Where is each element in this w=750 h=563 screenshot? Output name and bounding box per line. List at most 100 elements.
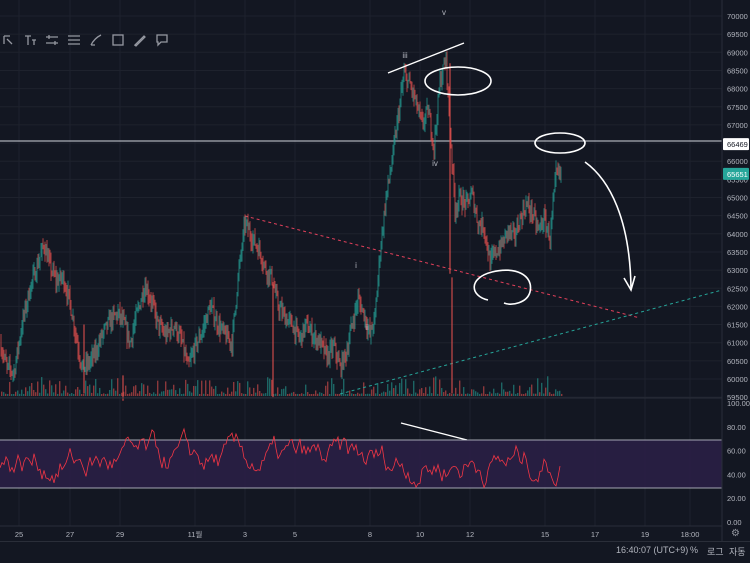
volume-bar	[133, 386, 135, 396]
volume-bar	[73, 393, 75, 396]
volume-bar	[501, 382, 503, 396]
pencil-icon[interactable]	[132, 32, 148, 48]
volume-bar	[493, 388, 495, 396]
percent-toggle[interactable]: %	[690, 545, 699, 555]
parallel-channel-icon[interactable]	[66, 32, 82, 48]
curved-arrow	[584, 161, 632, 289]
volume-bar	[283, 388, 285, 396]
volume-bar	[319, 392, 321, 396]
time-tick-label: 11월	[188, 529, 203, 539]
volume-bar	[423, 393, 425, 396]
volume-bar	[495, 393, 497, 396]
rsi-axis[interactable]: 0.00 20.00 40.00 60.00 80.00 100.00	[727, 399, 750, 527]
brush-icon[interactable]	[88, 32, 104, 48]
volume-bar	[403, 393, 405, 396]
volume-bar	[153, 392, 155, 396]
auto-scale-toggle[interactable]: 자동	[729, 547, 746, 557]
rsi-line	[0, 427, 561, 489]
volume-bar	[361, 393, 363, 396]
log-scale-toggle[interactable]: 로그	[707, 547, 724, 557]
gear-icon[interactable]: ⚙	[731, 528, 740, 539]
volume-bar	[57, 393, 59, 396]
volume-bar	[457, 393, 459, 396]
volume-bar	[391, 382, 393, 396]
wave-label: v	[442, 8, 446, 17]
volume-bar	[125, 385, 127, 396]
volume-bar	[545, 387, 547, 396]
cursor-icon[interactable]	[0, 32, 16, 48]
volume-bar	[425, 387, 427, 396]
price-tick-label: 67000	[727, 121, 748, 130]
volume-bar	[547, 376, 549, 396]
volume-bar	[71, 392, 73, 396]
volume-bar	[1, 391, 3, 396]
volume-bar	[427, 393, 429, 396]
volume-bar	[255, 392, 257, 396]
volume-bar	[151, 393, 153, 396]
price-tick-label: 64500	[727, 212, 748, 221]
volume-bar	[175, 390, 177, 396]
volume-bar	[213, 388, 215, 396]
volume-bar	[205, 380, 207, 396]
volume-bar	[247, 381, 249, 396]
price-tick-label: 68500	[727, 66, 748, 75]
price-label-box	[723, 138, 749, 151]
wave-label: iii	[402, 51, 408, 60]
text-icon[interactable]	[22, 32, 38, 48]
volume-bar	[477, 392, 479, 396]
volume-bar	[415, 392, 417, 396]
rectangle-icon[interactable]	[110, 32, 126, 48]
volume-bar	[195, 386, 197, 396]
volume-bar	[513, 384, 515, 396]
price-label: 66469	[727, 140, 748, 149]
volume-bar	[331, 378, 333, 396]
volume-bar	[25, 387, 27, 396]
volume-bar	[517, 392, 519, 396]
volume-bar	[475, 391, 477, 396]
volume-bar	[305, 384, 307, 396]
volume-bar	[317, 393, 319, 396]
volume-bar	[15, 391, 17, 396]
top-trendline	[387, 42, 465, 74]
volume-bar	[375, 393, 377, 396]
volume-bar	[103, 393, 105, 396]
time-tick-label: 17	[591, 530, 599, 539]
clock-display: 16:40:07 (UTC+9)	[616, 545, 689, 555]
volume-bar	[341, 389, 343, 396]
volume-bar	[363, 382, 365, 396]
price-tick-label: 60500	[727, 357, 748, 366]
volume-bar	[11, 393, 13, 396]
volume-bar	[515, 393, 517, 396]
volume-bar	[37, 381, 39, 396]
price-tick-label: 63500	[727, 248, 748, 257]
time-axis[interactable]: 25 27 29 11월 3 5 8 10 12 15 17 19 18:00	[15, 529, 700, 539]
volume-bar	[489, 391, 491, 396]
volume-bar	[413, 380, 415, 396]
volume-bar	[511, 393, 513, 396]
volume-bar	[321, 392, 323, 396]
volume-bar	[107, 393, 109, 396]
volume-bar	[41, 377, 43, 396]
time-tick-label: 5	[293, 530, 297, 539]
volume-bar	[85, 380, 87, 396]
note-icon[interactable]	[154, 32, 170, 48]
volume-bar	[455, 387, 457, 396]
volume-bar	[505, 391, 507, 396]
volume-bar	[349, 390, 351, 396]
volume-bar	[357, 392, 359, 396]
horizontal-line-icon[interactable]	[44, 32, 60, 48]
time-tick-label: 25	[15, 530, 23, 539]
volume-bar	[237, 381, 239, 396]
rsi-pane	[0, 427, 722, 489]
volume-bar	[253, 387, 255, 396]
volume-bar	[281, 389, 283, 396]
price-tick-label: 69000	[727, 48, 748, 57]
volume-bar	[9, 381, 11, 396]
volume-bar	[539, 392, 541, 396]
volume-bar	[199, 393, 201, 396]
volume-bar	[19, 393, 21, 396]
volume-bar	[543, 393, 545, 396]
volume-bar	[241, 393, 243, 396]
volume-bar	[499, 393, 501, 396]
